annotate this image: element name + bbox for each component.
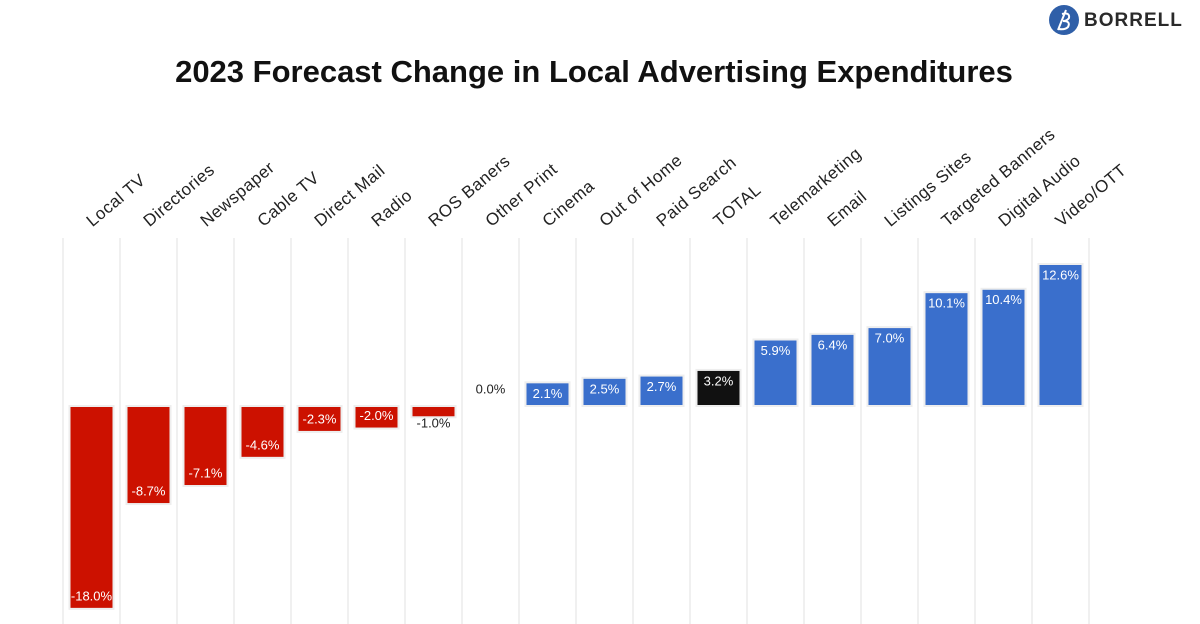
value-label: 12.6% <box>1042 267 1079 282</box>
bar <box>980 287 1027 407</box>
x-tick-label: Email <box>824 187 871 230</box>
value-label: 10.1% <box>928 296 965 311</box>
x-tick-label: Local TV <box>83 170 150 230</box>
value-label: 2.7% <box>647 379 677 394</box>
value-label: 6.4% <box>818 337 848 352</box>
value-label: 3.2% <box>704 373 734 388</box>
value-label: -18.0% <box>71 588 113 603</box>
logo-mark <box>1057 9 1071 31</box>
value-label: -4.6% <box>246 437 280 452</box>
bar <box>125 405 172 506</box>
value-label: -2.3% <box>303 411 337 426</box>
value-label: 0.0% <box>476 381 506 396</box>
value-label: -7.1% <box>189 465 223 480</box>
value-label: 10.4% <box>985 292 1022 307</box>
bar <box>809 332 856 408</box>
bar <box>410 405 457 419</box>
bar <box>923 291 970 408</box>
x-tick-label: TOTAL <box>710 180 765 230</box>
bar <box>239 405 286 459</box>
bar <box>182 405 229 488</box>
bar <box>1037 262 1084 407</box>
value-label: 2.5% <box>590 381 620 396</box>
bar <box>581 376 628 408</box>
bar <box>866 326 913 407</box>
bar <box>638 374 685 408</box>
bar <box>296 405 343 433</box>
bar <box>752 338 799 407</box>
value-label: -2.0% <box>360 408 394 423</box>
bar <box>695 368 742 408</box>
x-tick-label: Radio <box>368 186 416 231</box>
logo: BORRELL <box>1049 5 1183 35</box>
value-label: 5.9% <box>761 343 791 358</box>
bar <box>68 405 115 610</box>
chart-title: 2023 Forecast Change in Local Advertisin… <box>175 54 1013 89</box>
value-label: 2.1% <box>533 386 563 401</box>
bar <box>353 405 400 430</box>
logo-text: BORRELL <box>1084 10 1183 31</box>
bar <box>524 381 571 408</box>
value-label: 7.0% <box>875 331 905 346</box>
value-label: -8.7% <box>132 483 166 498</box>
value-label: -1.0% <box>417 415 451 430</box>
